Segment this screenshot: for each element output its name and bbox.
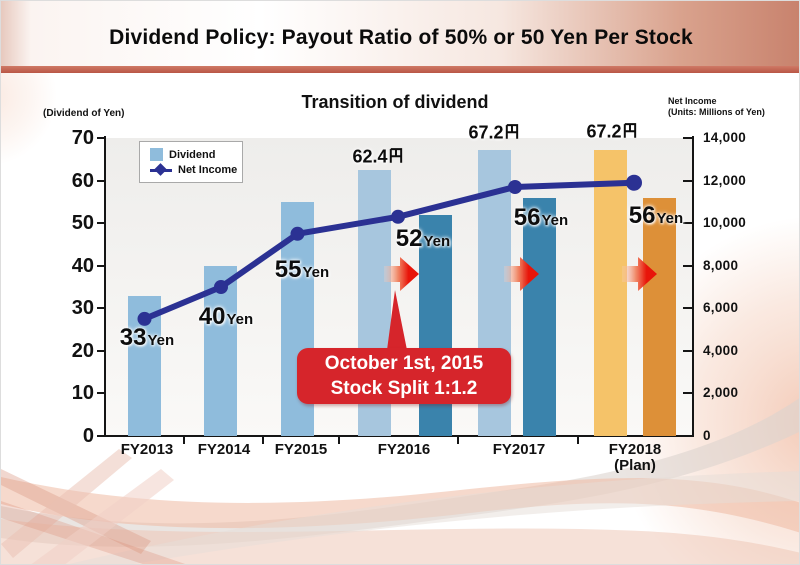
right-axis-tick: [683, 392, 693, 395]
callout-line2: Stock Split 1:1.2: [330, 378, 478, 399]
yen-kanji-icon: [505, 124, 519, 139]
left-axis-tick: [97, 349, 106, 352]
net-income-point: [214, 280, 228, 294]
left-axis-tick: [97, 264, 106, 267]
left-axis-tick-label: 20: [71, 339, 94, 362]
split-arrow-icon: [504, 257, 539, 291]
right-axis-tick-label: 0: [703, 428, 711, 443]
callout-pointer: [387, 290, 407, 350]
x-axis-tick: [183, 437, 185, 444]
left-axis-tick: [97, 179, 106, 182]
left-axis-tick: [97, 435, 106, 437]
slide-title: Dividend Policy: Payout Ratio of 50% or …: [109, 25, 693, 49]
bar-value-label: 62.4: [352, 147, 403, 168]
right-axis-line: [692, 136, 694, 437]
net-income-point: [508, 180, 522, 194]
right-axis-tick: [683, 179, 693, 182]
x-axis-label: FY2018 (Plan): [608, 441, 662, 474]
net-income-point: [290, 226, 305, 241]
right-axis-tick: [683, 137, 693, 139]
left-axis-tick-label: 50: [71, 212, 94, 235]
x-axis-label: FY2014: [197, 441, 251, 458]
right-axis-title-line2: (Units: Millions of Yen): [668, 106, 765, 117]
legend-item-dividend: Dividend: [150, 148, 242, 161]
bar-value-label: 67.2: [586, 122, 637, 143]
bar-value-label: 40 Yen: [198, 303, 254, 330]
net-income-point: [626, 174, 642, 191]
net-income-line: [141, 179, 637, 322]
bar-value-label: 33 Yen: [119, 324, 175, 351]
dividend-bar: [643, 197, 676, 436]
net-income-point: [391, 209, 405, 224]
left-axis-tick-label: 30: [71, 297, 94, 320]
ribbon-decoration: [1, 469, 151, 554]
right-axis-tick-label: 12,000: [703, 172, 747, 188]
left-axis-tick-label: 70: [71, 127, 94, 149]
right-axis-title-line1: Net Income: [668, 96, 717, 106]
bar-value-label: 56 Yen: [628, 202, 684, 229]
left-axis-title: (Dividend of Yen): [43, 108, 125, 119]
net-income-point: [137, 311, 152, 326]
left-axis-tick: [97, 307, 106, 310]
split-arrow-icon: [622, 257, 657, 291]
header-divider: [1, 66, 799, 73]
x-axis-label: FY2017: [492, 441, 546, 458]
left-axis-tick: [97, 392, 106, 395]
right-axis-tick-label: 6,000: [703, 300, 739, 316]
dividend-swatch-icon: [150, 148, 163, 161]
x-axis-label: FY2015: [274, 441, 328, 458]
right-axis-tick-label: 2,000: [703, 385, 739, 401]
bar-value-label: 56 Yen: [513, 204, 569, 231]
legend-label-net-income: Net Income: [178, 164, 238, 176]
right-axis-tick-label: 8,000: [703, 257, 739, 273]
right-axis-tick: [683, 307, 693, 310]
left-axis-line: [104, 136, 106, 437]
right-axis-tick: [683, 264, 693, 267]
right-axis-tick: [683, 435, 693, 437]
left-axis-tick-label: 40: [71, 254, 94, 277]
bar-value-label: 52 Yen: [395, 225, 451, 252]
yen-kanji-icon: [389, 148, 403, 163]
dividend-bar: [523, 197, 556, 436]
right-axis-tick: [683, 222, 693, 225]
callout-line1: October 1st, 2015: [324, 353, 484, 374]
bottom-axis-line: [104, 435, 694, 437]
left-axis-tick-label: 0: [82, 425, 94, 447]
yen-kanji-icon: [623, 123, 637, 138]
legend-item-net-income: Net Income: [150, 163, 242, 176]
right-axis-tick-label: 10,000: [703, 215, 747, 231]
net-income-marker-icon: [154, 163, 167, 176]
left-axis-tick-label: 10: [71, 382, 94, 405]
x-axis-label: FY2013: [120, 441, 174, 458]
x-axis-tick: [338, 437, 340, 444]
right-axis-title: Net Income (Units: Millions of Yen): [668, 96, 765, 117]
x-axis-tick: [262, 437, 264, 444]
light-swoosh-decoration: [69, 471, 799, 564]
stock-split-callout: October 1st, 2015 Stock Split 1:1.2: [297, 348, 511, 404]
x-axis-tick: [577, 437, 579, 444]
legend-label-dividend: Dividend: [169, 148, 216, 161]
x-axis-label: FY2016: [377, 441, 431, 458]
bar-value-label: 67.2: [468, 123, 519, 144]
net-income-line-icon: [150, 163, 172, 176]
split-arrow-icon: [384, 257, 419, 291]
ribbon-decoration: [1, 449, 132, 558]
x-axis-tick: [457, 437, 459, 444]
left-axis-tick: [97, 137, 106, 139]
left-axis-tick: [97, 222, 106, 225]
slide-header: Dividend Policy: Payout Ratio of 50% or …: [1, 1, 799, 66]
dividend-bar: [594, 149, 627, 436]
bar-value-label: 55 Yen: [274, 256, 330, 283]
ribbon-decoration: [31, 469, 174, 564]
left-axis-tick-label: 60: [71, 169, 94, 192]
right-axis-tick: [683, 349, 693, 352]
right-axis-tick-label: 4,000: [703, 342, 739, 358]
chart-title: Transition of dividend: [301, 92, 489, 112]
right-axis-tick-label: 14,000: [703, 130, 747, 145]
legend: Dividend Net Income: [139, 141, 243, 183]
